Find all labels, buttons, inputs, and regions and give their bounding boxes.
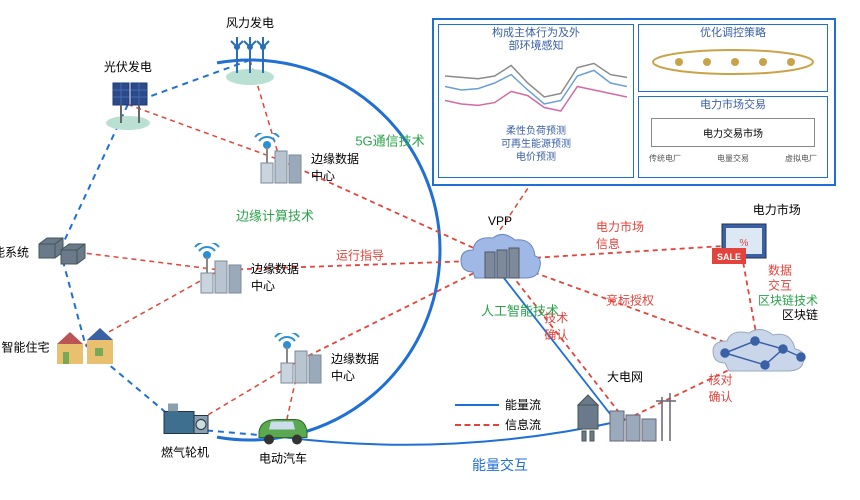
- gas-icon: [158, 397, 212, 441]
- market-box: 电力交易市场: [651, 118, 815, 147]
- panel-perception: 构成主体行为及外部环境感知柔性负荷预测可再生能源预测电价预测: [438, 24, 634, 178]
- ring-node-wind: 风力发电: [223, 33, 277, 87]
- edge-icon: [271, 333, 329, 387]
- node-label: 边缘数据中心: [311, 150, 359, 184]
- blockchain-icon: [705, 323, 815, 387]
- tech-label: 人工智能技术: [481, 301, 559, 320]
- grid-node: 大电网: [570, 385, 680, 455]
- home-icon: [53, 322, 117, 368]
- panel-footer: 柔性负荷预测可再生能源预测电价预测: [439, 125, 633, 164]
- panel-title: 电力市场交易: [639, 97, 827, 114]
- legend-label: 能量流: [505, 396, 541, 413]
- ring-node-gas: 燃气轮机: [158, 397, 212, 460]
- node-label: VPP: [488, 214, 512, 228]
- panel-optimize: 优化调控策略: [638, 24, 828, 92]
- legend-energy: 能量流: [455, 396, 541, 413]
- node-label: 智能住宅: [1, 339, 49, 356]
- svg-text:%: %: [740, 238, 749, 249]
- ring-node-ev: 电动汽车: [251, 408, 315, 467]
- node-label: 区块链: [782, 306, 818, 323]
- cloud-icon: [455, 228, 545, 292]
- ring-node-pv: 光伏发电: [101, 77, 155, 131]
- legend-info: 信息流: [455, 416, 541, 433]
- market-actors: 传统电厂电量交易虚拟电厂: [639, 149, 827, 164]
- legend-label: 信息流: [505, 416, 541, 433]
- node-label: 边缘数据中心: [251, 260, 299, 294]
- tech-label: 区块链技术: [758, 292, 818, 309]
- ring-node-storage: 储能系统: [33, 230, 87, 270]
- node-label: 燃气轮机: [158, 443, 212, 460]
- tech-label: 交互: [768, 277, 792, 294]
- tech-label: 数据: [768, 262, 792, 279]
- blockchain-node: 区块链: [705, 323, 815, 387]
- diagram-stage: 风力发电光伏发电储能系统智能住宅燃气轮机电动汽车边缘数据中心边缘数据中心边缘数据…: [0, 0, 860, 500]
- node-label: 电力市场: [753, 201, 801, 218]
- node-label: 风力发电: [226, 14, 274, 31]
- sale-icon: % SALE: [708, 218, 772, 272]
- node-label: 电动汽车: [251, 450, 315, 467]
- ev-icon: [251, 408, 315, 448]
- legend-exchange: 能量交互: [472, 455, 528, 475]
- panel-market: 电力市场交易电力交易市场传统电厂电量交易虚拟电厂: [638, 96, 828, 178]
- storage-icon: [33, 230, 87, 270]
- grid-icon: [570, 385, 680, 455]
- edge-label: 核对确认: [708, 371, 732, 405]
- node-label: 光伏发电: [104, 58, 152, 75]
- edge-label: 电力市场信息: [596, 218, 644, 252]
- pv-icon: [101, 77, 155, 131]
- vpp-node: VPP: [455, 228, 545, 292]
- edge-node-edge3: 边缘数据中心: [271, 333, 329, 387]
- tech-label: 边缘计算技术: [236, 206, 314, 225]
- wind-icon: [223, 33, 277, 87]
- panel-title: 构成主体行为及外部环境感知: [439, 25, 633, 55]
- edge-label: 技术确认: [544, 309, 568, 343]
- node-label: 储能系统: [0, 244, 29, 261]
- edge-label: 运行指导: [336, 247, 384, 264]
- edge-node-edge1: 边缘数据中心: [251, 133, 309, 187]
- node-label: 大电网: [607, 368, 643, 385]
- svg-text:SALE: SALE: [717, 252, 741, 262]
- edge-label: 竞标授权: [606, 291, 654, 308]
- panel-title: 优化调控策略: [639, 25, 827, 42]
- market-node: %SALE电力市场: [708, 218, 772, 272]
- edge-icon: [251, 133, 309, 187]
- tech-label: 5G通信技术: [355, 131, 424, 150]
- node-label: 边缘数据中心: [331, 350, 379, 384]
- edge-icon: [191, 243, 249, 297]
- ring-node-home: 智能住宅: [53, 322, 117, 368]
- edge-node-edge2: 边缘数据中心: [191, 243, 249, 297]
